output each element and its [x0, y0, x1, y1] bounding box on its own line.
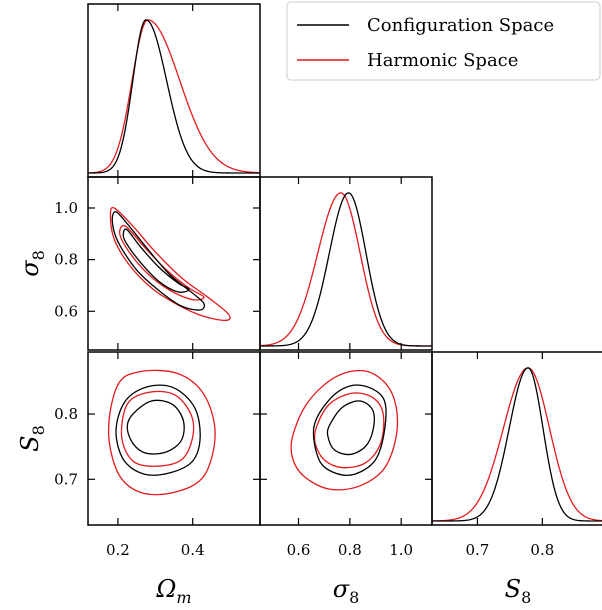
panel-frame-2-2 — [431, 351, 602, 526]
xtick-label-Omega_m-0: 0.2 — [106, 541, 130, 559]
xtick-label-Omega_m-1: 0.4 — [181, 541, 205, 559]
marginal-sigma_8-configuration-space — [260, 192, 432, 347]
contour-0-2-level1-harmonic-space — [107, 369, 216, 496]
ticks: 0.6 0.8 1.0 0.2 0.4 0.7 0.8 0.6 0.8 1.0 0.7 0.8 — [54, 4, 554, 559]
contour-1-2-level1-configuration-space — [312, 384, 387, 476]
panel-frame-0-0 — [87, 3, 261, 178]
xtick-label-sigma_8-0: 0.6 — [287, 541, 311, 559]
xlabel-S_8-symbol: S — [505, 575, 521, 603]
ylabel-sigma_8-subscript: 8 — [29, 250, 48, 260]
contour-0-1-level1-configuration-space — [111, 211, 206, 311]
contour-0-1-level1-harmonic-space — [109, 206, 231, 322]
curves — [88, 19, 602, 522]
xlabel-Omega_m-symbol: Ω — [155, 575, 176, 603]
xlabel-sigma_8-subscript: 8 — [349, 588, 359, 607]
ytick-label-S_8-0: 0.7 — [54, 470, 78, 488]
ylabel-S_8-symbol: S — [16, 435, 44, 451]
ytick-label-sigma_8-0: 0.6 — [54, 302, 78, 320]
marginal-Omega_m-configuration-space — [88, 19, 260, 174]
xtick-label-S_8-1: 0.8 — [530, 541, 554, 559]
marginal-S_8-configuration-space — [432, 367, 602, 522]
ytick-label-sigma_8-1: 0.8 — [54, 251, 78, 269]
xtick-label-sigma_8-1: 0.8 — [338, 541, 362, 559]
legend-label-0: Configuration Space — [367, 15, 554, 36]
xlabel-S_8-subscript: 8 — [521, 588, 531, 607]
xlabel-sigma_8: σ8 — [333, 575, 360, 607]
contour-0-2-level2-harmonic-space — [120, 390, 195, 467]
panel-frame-2-1 — [259, 351, 433, 526]
legend-label-1: Harmonic Space — [367, 50, 518, 71]
contour-0-2-level1-configuration-space — [115, 384, 201, 476]
marginal-S_8-harmonic-space — [432, 367, 602, 522]
contour-1-2-level2-configuration-space — [326, 400, 375, 456]
xlabel-S_8: S8 — [505, 575, 532, 607]
ylabel-sigma_8-symbol: σ — [16, 260, 44, 277]
ytick-label-S_8-1: 0.8 — [54, 405, 78, 423]
xlabel-Omega_m: Ωm — [155, 575, 191, 607]
contour-0-1-level2-configuration-space — [122, 228, 190, 293]
legend-box — [286, 1, 601, 81]
panel-frame-2-0 — [87, 351, 261, 526]
ylabel-S_8-subscript: 8 — [29, 425, 48, 435]
xlabel-sigma_8-symbol: σ — [333, 575, 350, 603]
xtick-label-S_8-0: 0.7 — [466, 541, 490, 559]
marginal-sigma_8-harmonic-space — [260, 192, 432, 347]
contour-1-2-level1-harmonic-space — [290, 369, 399, 491]
xtick-label-sigma_8-2: 1.0 — [389, 541, 413, 559]
ylabel-S_8: S8 — [16, 425, 48, 452]
ylabel-sigma_8: σ8 — [16, 250, 48, 277]
xlabel-Omega_m-subscript: m — [176, 588, 191, 607]
contour-1-2-level2-harmonic-space — [313, 392, 385, 469]
panel-frame-1-0 — [87, 176, 261, 351]
panel-frame-1-1 — [259, 176, 433, 351]
contour-0-2-level2-configuration-space — [126, 399, 185, 455]
ytick-label-sigma_8-2: 1.0 — [54, 199, 78, 217]
legend: Configuration Space Harmonic Space — [286, 1, 601, 81]
marginal-Omega_m-harmonic-space — [88, 19, 260, 174]
panels — [87, 3, 602, 526]
